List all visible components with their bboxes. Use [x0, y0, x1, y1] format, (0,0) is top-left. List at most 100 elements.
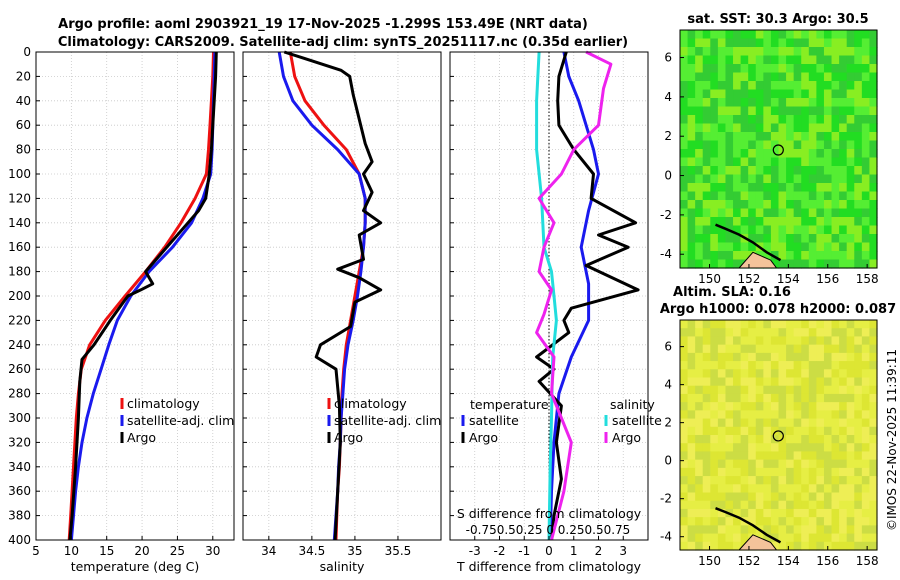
- map-cell: [831, 435, 840, 444]
- map-cell: [823, 225, 833, 235]
- map-cell: [831, 410, 840, 420]
- map-cell: [801, 402, 810, 411]
- map-cell: [778, 242, 787, 252]
- y-tick-label: 100: [8, 167, 31, 181]
- map-cell: [733, 208, 742, 218]
- map-cell: [778, 500, 787, 510]
- map-cell: [755, 132, 764, 142]
- map-cell: [778, 251, 787, 261]
- map-cell: [717, 492, 727, 502]
- map-cell: [717, 443, 727, 453]
- map-cell: [786, 234, 795, 244]
- map-cell: [710, 72, 719, 82]
- map-cell: [808, 140, 817, 150]
- map-cell: [710, 525, 719, 535]
- map-cell: [710, 89, 719, 99]
- map-cell: [680, 38, 689, 48]
- map-cell: [861, 459, 871, 469]
- map-cell: [717, 344, 727, 354]
- map-cell: [854, 47, 863, 57]
- map-cell: [687, 174, 696, 184]
- map-cell: [816, 81, 825, 91]
- legend-label: climatology: [127, 396, 200, 411]
- map-cell: [846, 132, 855, 142]
- map-cell: [846, 140, 855, 150]
- map-cell: [778, 385, 787, 395]
- map-cell: [839, 352, 848, 362]
- map-cell: [854, 140, 863, 150]
- map-cell: [770, 174, 780, 184]
- map-cell: [702, 352, 711, 362]
- map-cell: [717, 140, 727, 150]
- map-cell: [687, 467, 696, 477]
- map-cell: [710, 208, 719, 218]
- map-cell: [861, 377, 871, 387]
- legend-label: temperature: [470, 397, 549, 412]
- map-cell: [793, 492, 802, 502]
- map-cell: [831, 72, 840, 82]
- map-cell: [793, 89, 802, 99]
- map-cell: [717, 64, 727, 74]
- map-cell: [823, 64, 833, 74]
- map-cell: [869, 30, 878, 40]
- map-cell: [695, 443, 704, 453]
- map-cell: [763, 157, 772, 167]
- x-tick-label: 0: [545, 544, 553, 558]
- map-cell: [786, 55, 795, 65]
- map-cell: [763, 500, 772, 510]
- map-cell: [861, 467, 871, 477]
- map-cell: [869, 377, 878, 387]
- map-cell: [687, 183, 696, 193]
- map-cell: [808, 183, 817, 193]
- map-cell: [808, 410, 817, 420]
- map-cell: [725, 174, 734, 184]
- map-cell: [770, 89, 780, 99]
- map-cell: [786, 149, 795, 159]
- map-cell: [831, 385, 840, 395]
- map-cell: [839, 38, 848, 48]
- map-cell: [869, 344, 878, 354]
- map-cell: [763, 369, 772, 379]
- map-cell: [680, 426, 689, 436]
- map-cell: [854, 234, 863, 244]
- map-cell: [770, 47, 780, 57]
- x-tick-label: -2: [494, 544, 506, 558]
- map-cell: [733, 410, 742, 420]
- map-cell: [687, 410, 696, 420]
- map-cell: [839, 251, 848, 261]
- map-cell: [748, 476, 757, 485]
- map-cell: [823, 385, 833, 395]
- map-cell: [861, 217, 871, 227]
- map-cell: [710, 183, 719, 193]
- map-cell: [717, 200, 727, 210]
- map-cell: [846, 369, 855, 379]
- map-cell: [839, 418, 848, 428]
- map-cell: [861, 157, 871, 167]
- map-cell: [808, 38, 817, 48]
- map-cell: [801, 157, 810, 167]
- map-cell: [839, 208, 848, 218]
- map-cell: [755, 72, 764, 82]
- map-cell: [755, 81, 764, 91]
- map-y-tick-label: 4: [664, 90, 672, 104]
- map-cell: [770, 385, 780, 395]
- map-cell: [763, 225, 772, 235]
- map-cell: [717, 132, 727, 142]
- map-cell: [831, 336, 840, 346]
- map-cell: [763, 508, 772, 518]
- map-cell: [770, 251, 780, 261]
- map-cell: [846, 81, 855, 91]
- map-cell: [793, 64, 802, 74]
- map-cell: [778, 393, 787, 403]
- map-cell: [869, 200, 878, 210]
- map-cell: [710, 377, 719, 387]
- map-cell: [778, 336, 787, 346]
- map-cell: [801, 426, 810, 436]
- map-cell: [846, 385, 855, 395]
- map-cell: [748, 402, 757, 411]
- map-cell: [702, 459, 711, 469]
- map-cell: [786, 217, 795, 227]
- map-cell: [823, 320, 833, 329]
- map-cell: [710, 251, 719, 261]
- map-cell: [725, 234, 734, 244]
